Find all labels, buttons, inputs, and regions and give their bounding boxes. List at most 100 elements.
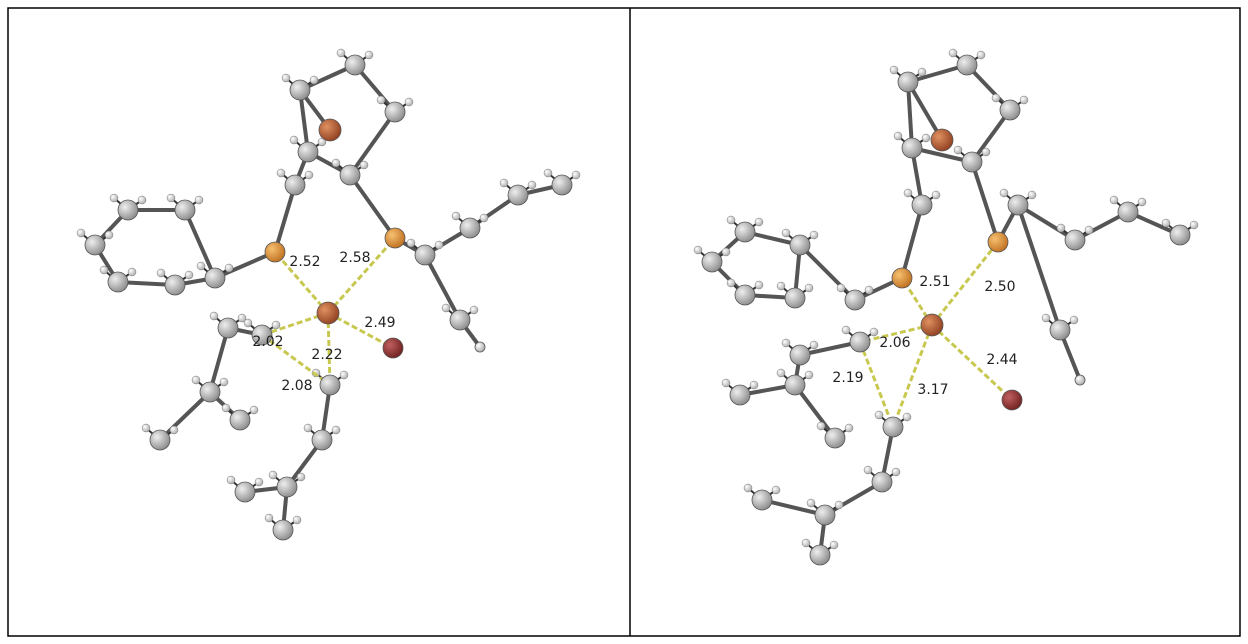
atom bbox=[912, 195, 932, 215]
atom bbox=[892, 268, 912, 288]
atom bbox=[875, 411, 883, 419]
atom bbox=[255, 478, 263, 486]
atom bbox=[1000, 100, 1020, 120]
atom bbox=[810, 231, 818, 239]
atom bbox=[1050, 320, 1070, 340]
atom bbox=[992, 94, 1000, 102]
atom bbox=[825, 428, 845, 448]
atom bbox=[105, 231, 113, 239]
atom bbox=[480, 214, 488, 222]
atom bbox=[755, 281, 763, 289]
bond bbox=[350, 112, 395, 175]
atom bbox=[785, 288, 805, 308]
atom bbox=[337, 49, 345, 57]
distance-label: 2.06 bbox=[879, 335, 910, 351]
atom bbox=[982, 148, 990, 156]
atom bbox=[727, 216, 735, 224]
atom bbox=[777, 369, 785, 377]
atom bbox=[1118, 202, 1138, 222]
atom bbox=[304, 424, 312, 432]
distance-label: 2.50 bbox=[984, 279, 1015, 295]
atom bbox=[77, 229, 85, 237]
atom bbox=[1057, 224, 1065, 232]
atom bbox=[500, 179, 508, 187]
atom bbox=[345, 55, 365, 75]
atom bbox=[528, 181, 536, 189]
atom bbox=[931, 129, 953, 151]
atom bbox=[1075, 375, 1085, 385]
atom bbox=[383, 338, 403, 358]
atom bbox=[470, 306, 478, 314]
atom bbox=[138, 196, 146, 204]
atom bbox=[385, 102, 405, 122]
atom bbox=[238, 314, 246, 322]
atom bbox=[921, 314, 943, 336]
atom bbox=[218, 318, 238, 338]
atom bbox=[250, 406, 258, 414]
atom bbox=[1110, 196, 1118, 204]
atom bbox=[750, 381, 758, 389]
atom bbox=[790, 235, 810, 255]
atom bbox=[205, 268, 225, 288]
atom bbox=[872, 472, 892, 492]
atom bbox=[817, 422, 825, 430]
atom bbox=[962, 152, 982, 172]
atom bbox=[918, 68, 926, 76]
atom bbox=[805, 371, 813, 379]
figure: 2.522.582.492.022.222.08 2.512.502.062.4… bbox=[0, 0, 1248, 644]
atom bbox=[110, 194, 118, 202]
atom bbox=[273, 520, 293, 540]
atom bbox=[200, 382, 220, 402]
atom bbox=[175, 200, 195, 220]
atom bbox=[957, 55, 977, 75]
atom bbox=[269, 471, 277, 479]
atom bbox=[227, 476, 235, 484]
atom bbox=[870, 328, 878, 336]
atom bbox=[285, 175, 305, 195]
atom bbox=[802, 539, 810, 547]
atom bbox=[845, 290, 865, 310]
atom bbox=[722, 379, 730, 387]
atom bbox=[898, 72, 918, 92]
atom bbox=[320, 375, 340, 395]
atom bbox=[988, 232, 1008, 252]
atom bbox=[785, 375, 805, 395]
distance-label: 2.52 bbox=[289, 254, 320, 270]
atom bbox=[157, 269, 165, 277]
atom bbox=[1085, 226, 1093, 234]
atom bbox=[290, 80, 310, 100]
distance-label: 2.19 bbox=[832, 370, 863, 386]
atom bbox=[752, 490, 772, 510]
atom bbox=[782, 339, 790, 347]
atom bbox=[297, 473, 305, 481]
distance-label: 3.17 bbox=[917, 382, 948, 398]
atom bbox=[883, 417, 903, 437]
atom bbox=[332, 426, 340, 434]
atom bbox=[864, 466, 872, 474]
atom bbox=[167, 194, 175, 202]
atom bbox=[1162, 219, 1170, 227]
atom bbox=[230, 410, 250, 430]
atom bbox=[722, 248, 730, 256]
atom bbox=[150, 430, 170, 450]
distance-label: 2.58 bbox=[339, 250, 370, 266]
atom bbox=[170, 426, 178, 434]
atom bbox=[225, 264, 233, 272]
atom bbox=[949, 49, 957, 57]
atom bbox=[142, 424, 150, 432]
atom bbox=[977, 51, 985, 59]
atom bbox=[415, 245, 435, 265]
atom bbox=[405, 98, 413, 106]
atom bbox=[1008, 195, 1028, 215]
atom bbox=[222, 404, 230, 412]
atom bbox=[385, 228, 405, 248]
atom bbox=[1002, 390, 1022, 410]
atom bbox=[1170, 225, 1190, 245]
atom bbox=[835, 501, 843, 509]
atom bbox=[460, 218, 480, 238]
bond bbox=[350, 175, 395, 238]
atom bbox=[694, 246, 702, 254]
atom bbox=[340, 371, 348, 379]
bond bbox=[972, 162, 998, 242]
atom bbox=[892, 468, 900, 476]
